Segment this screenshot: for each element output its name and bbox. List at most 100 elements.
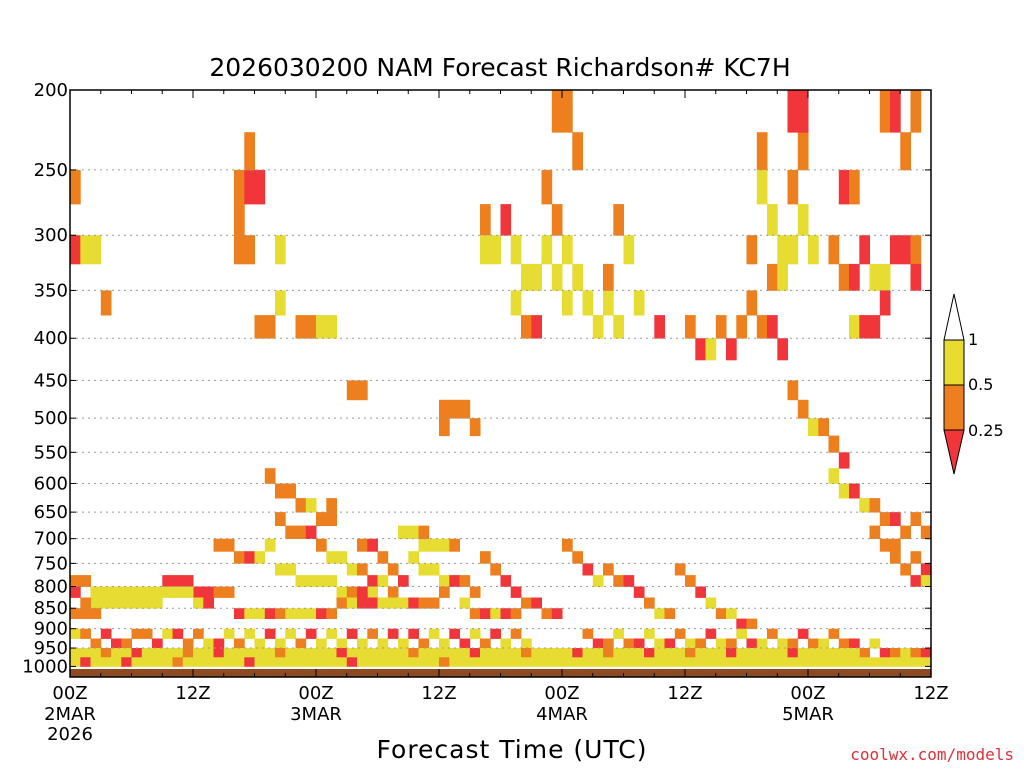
heatmap-cell <box>387 563 399 576</box>
heatmap-cell <box>326 648 337 658</box>
heatmap-cell <box>531 315 542 339</box>
heatmap-cell <box>90 648 102 658</box>
heatmap-cell <box>285 483 296 499</box>
heatmap-cell <box>336 597 348 609</box>
x-tick-date: 5MAR <box>782 704 834 725</box>
heatmap-cell <box>316 638 327 649</box>
heatmap-cell <box>654 315 665 339</box>
heatmap-cell <box>275 657 286 667</box>
heatmap-cell <box>664 608 676 619</box>
heatmap-cell <box>357 563 368 576</box>
heatmap-cell <box>900 657 911 667</box>
legend-label: 0.25 <box>968 421 1004 440</box>
heatmap-cell <box>736 315 747 339</box>
heatmap-cell <box>603 263 614 291</box>
heatmap-cell <box>234 235 245 265</box>
heatmap-cell <box>398 597 409 609</box>
heatmap-cell <box>234 638 245 649</box>
heatmap-cell <box>705 628 717 639</box>
heatmap-cell <box>449 538 460 552</box>
legend-swatch-low <box>943 429 965 475</box>
heatmap-cell <box>193 648 204 658</box>
heatmap-cell <box>111 586 122 598</box>
heatmap-cell <box>316 512 327 526</box>
heatmap-cell <box>428 628 440 639</box>
x-tick-label: 12Z <box>175 683 210 704</box>
heatmap-cell <box>295 315 307 339</box>
heatmap-cell <box>408 648 419 658</box>
heatmap-cell <box>510 648 522 658</box>
heatmap-cell <box>572 648 583 658</box>
heatmap-cell <box>808 418 819 437</box>
heatmap-cell <box>685 648 696 658</box>
heatmap-cell <box>459 657 471 667</box>
heatmap-cell <box>787 90 799 133</box>
x-tick-label: 00Z <box>790 683 825 704</box>
heatmap-cell <box>746 618 758 630</box>
heatmap-cell <box>213 648 225 658</box>
heatmap-cell <box>510 628 522 639</box>
heatmap-cell <box>541 657 553 667</box>
heatmap-cell <box>500 657 512 667</box>
heatmap-cell <box>295 657 307 667</box>
y-tick-label: 800 <box>34 576 68 597</box>
heatmap-cell <box>398 638 409 649</box>
heatmap-cell <box>398 525 409 539</box>
heatmap-cell <box>705 657 717 667</box>
heatmap-cell <box>244 169 255 205</box>
heatmap-cell <box>469 418 481 437</box>
heatmap-cell <box>305 575 317 587</box>
heatmap-cell <box>480 551 491 564</box>
heatmap-cell <box>510 290 522 316</box>
heatmap-cell <box>510 235 522 265</box>
heatmap-cell <box>90 235 102 265</box>
legend-label: 1 <box>968 330 978 349</box>
heatmap-cell <box>162 575 173 587</box>
heatmap-cell <box>418 597 430 609</box>
heatmap-cell <box>654 648 665 658</box>
heatmap-cell <box>131 586 143 598</box>
heatmap-cell <box>695 586 706 598</box>
heatmap-cell <box>213 538 225 552</box>
heatmap-cell <box>377 648 389 658</box>
heatmap-cell <box>592 315 604 339</box>
heatmap-cell <box>439 657 450 667</box>
heatmap-cell <box>838 657 850 667</box>
heatmap-cell <box>562 538 573 552</box>
heatmap-cell <box>715 315 727 339</box>
heatmap-cell <box>111 638 122 649</box>
heatmap-cell <box>890 512 901 526</box>
heatmap-cell <box>469 648 481 658</box>
heatmap-cell <box>305 315 317 339</box>
heatmap-cell <box>480 648 491 658</box>
heatmap-cell <box>223 538 235 552</box>
heatmap-cell <box>777 263 788 291</box>
heatmap-cell <box>346 648 358 658</box>
heatmap-cell <box>838 169 850 205</box>
heatmap-cell <box>326 498 337 513</box>
heatmap-cell <box>746 657 758 667</box>
heatmap-cell <box>849 648 860 658</box>
heatmap-cell <box>182 586 194 598</box>
heatmap-cell <box>695 648 706 658</box>
heatmap-cell <box>357 597 368 609</box>
heatmap-cell <box>326 575 337 587</box>
heatmap-cell <box>705 597 717 609</box>
heatmap-cell <box>357 586 368 598</box>
heatmap-cell <box>695 657 706 667</box>
heatmap-cell <box>305 608 317 619</box>
heatmap-cell <box>377 551 389 564</box>
heatmap-cell <box>100 290 112 316</box>
heatmap-cell <box>828 648 840 658</box>
heatmap-cell <box>633 586 645 598</box>
heatmap-cell <box>623 657 635 667</box>
heatmap-cell <box>480 608 491 619</box>
y-axis: 200 250 300 350 400 450 500 550 600 650 700 7508008… <box>22 80 931 677</box>
heatmap-cell <box>613 204 624 236</box>
heatmap-cell <box>756 638 768 649</box>
heatmap-cell <box>551 648 563 658</box>
heatmap-cell <box>890 657 901 667</box>
heatmap-cell <box>336 551 348 564</box>
legend-label: 0.5 <box>968 375 993 394</box>
